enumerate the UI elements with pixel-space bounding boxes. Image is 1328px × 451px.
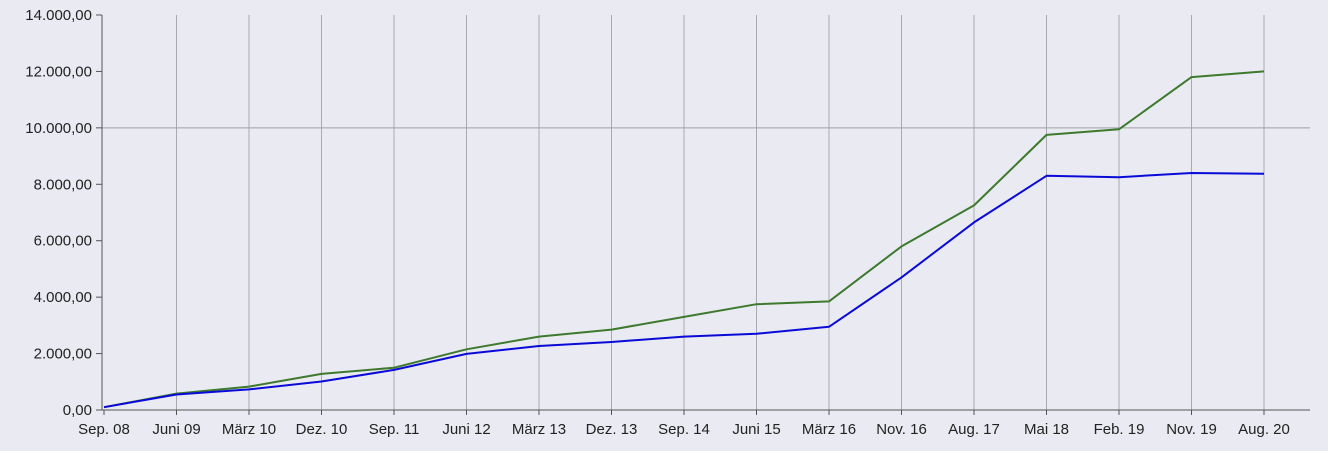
x-tick-label: Nov. 16: [876, 421, 927, 438]
y-tick-label: 12.000,00: [25, 63, 92, 80]
x-tick-label: Dez. 10: [296, 421, 348, 438]
tick-labels: Sep. 08 Juni 09 März 10 Dez. 10 Sep. 11 Juni …: [25, 7, 1290, 438]
grid: [102, 15, 1310, 410]
x-tick-label: Sep. 08: [78, 421, 130, 438]
x-tick-label: Juni 12: [442, 421, 490, 438]
x-tick-label: Sep. 11: [369, 421, 420, 438]
x-tick-label: Feb. 19: [1094, 421, 1145, 438]
y-tick-label: 8.000,00: [34, 176, 92, 193]
x-tick-label: Sep. 14: [658, 421, 710, 438]
x-tick-label: Mai 18: [1024, 421, 1069, 438]
x-tick-label: März 10: [222, 421, 276, 438]
y-tick-label: 14.000,00: [25, 7, 92, 24]
x-tick-label: März 16: [802, 421, 856, 438]
series-lines: [103, 70, 1265, 409]
y-tick-label: 6.000,00: [34, 233, 92, 250]
x-tick-label: Aug. 20: [1238, 421, 1290, 438]
x-tick-label: Nov. 19: [1166, 421, 1217, 438]
x-tick-label: März 13: [512, 421, 566, 438]
axes: [96, 14, 1310, 415]
x-tick-label: Aug. 17: [948, 421, 1000, 438]
y-tick-label: 10.000,00: [25, 120, 92, 137]
x-tick-label: Juni 15: [732, 421, 780, 438]
y-tick-label: 2.000,00: [34, 346, 92, 363]
x-tick-label: Dez. 13: [586, 421, 638, 438]
series-line-2: [103, 172, 1265, 409]
y-tick-label: 4.000,00: [34, 289, 92, 306]
x-tick-label: Juni 09: [152, 421, 200, 438]
y-tick-label: 0,00: [63, 402, 92, 419]
